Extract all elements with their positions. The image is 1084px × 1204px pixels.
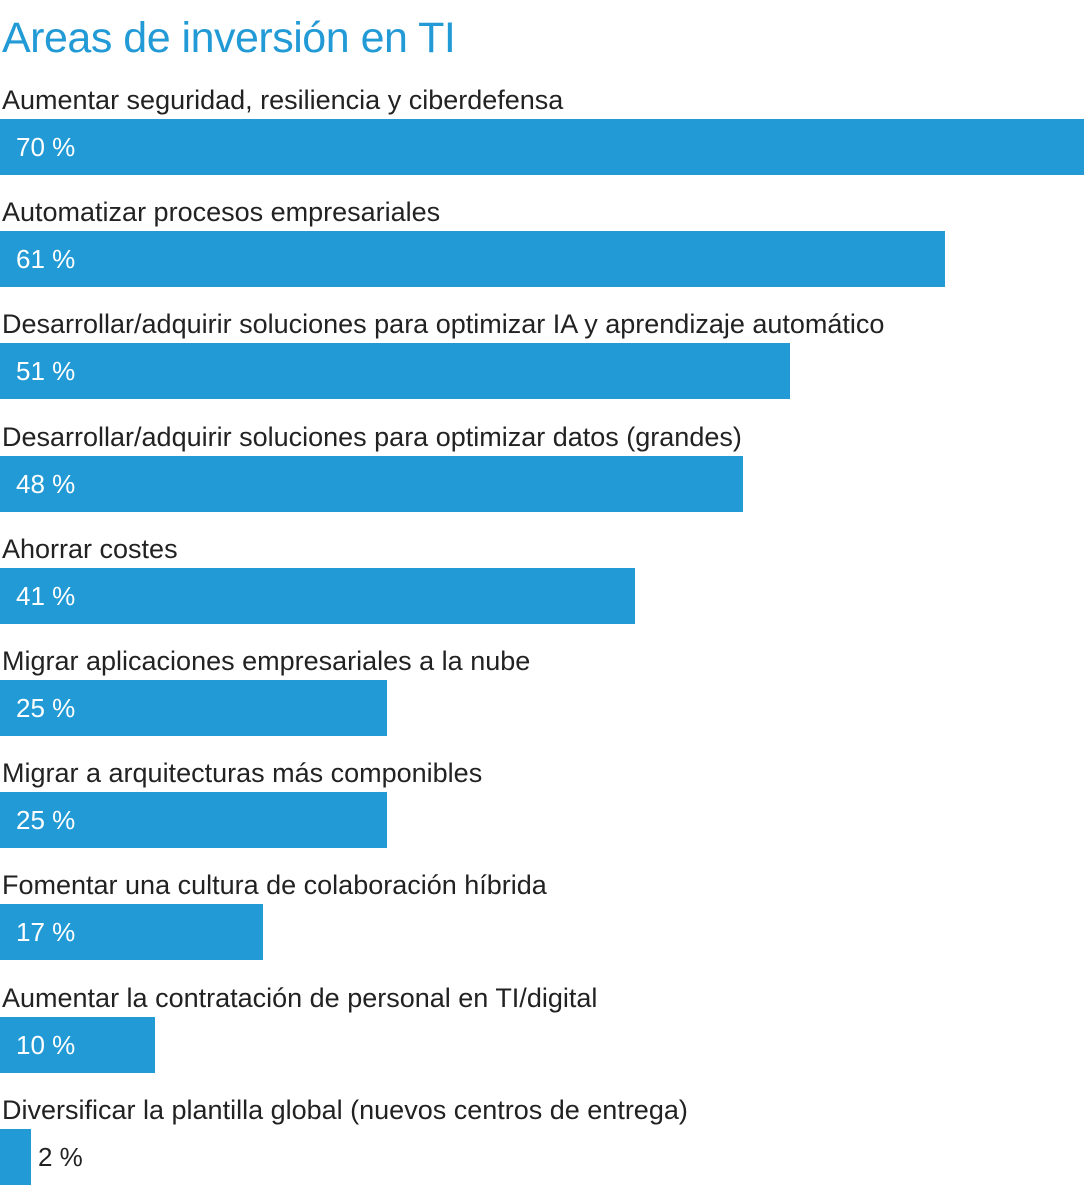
bar: [0, 343, 790, 400]
bar-row: Migrar aplicaciones empresariales a la n…: [0, 643, 1084, 755]
category-label: Desarrollar/adquirir soluciones para opt…: [2, 421, 742, 452]
bar: [0, 792, 387, 849]
bar: [0, 904, 263, 961]
bar: [0, 1016, 155, 1073]
bar-row: Migrar a arquitecturas más componibles 25…: [0, 755, 1084, 867]
bar-row: Ahorrar costes 41 %: [0, 531, 1084, 643]
bar: [0, 119, 1084, 175]
data-label: 2 %: [38, 1141, 83, 1172]
data-label: 25 %: [16, 805, 76, 836]
bar: [0, 455, 743, 512]
category-label: Aumentar seguridad, resiliencia y ciberd…: [2, 85, 564, 115]
bar-row: Aumentar la contratación de personal en …: [0, 980, 1084, 1092]
bar-row: Desarrollar/adquirir soluciones para opt…: [0, 306, 1084, 418]
category-label: Ahorrar costes: [2, 533, 178, 564]
data-label: 51 %: [16, 356, 76, 387]
bar-row: Desarrollar/adquirir soluciones para opt…: [0, 419, 1084, 531]
category-label: Aumentar la contratación de personal en …: [2, 982, 598, 1013]
bar: [0, 567, 635, 624]
bar-row: Automatizar procesos empresariales 61 %: [0, 194, 1084, 306]
category-label: Diversificar la plantilla global (nuevos…: [2, 1094, 688, 1125]
data-label: 17 %: [16, 917, 76, 948]
category-label: Desarrollar/adquirir soluciones para opt…: [2, 309, 885, 340]
category-label: Fomentar una cultura de colaboración híb…: [2, 870, 547, 901]
data-label: 61 %: [16, 244, 76, 275]
category-label: Migrar a arquitecturas más componibles: [2, 758, 483, 789]
data-label: 10 %: [16, 1029, 76, 1060]
category-label: Migrar aplicaciones empresariales a la n…: [2, 646, 531, 676]
data-label: 70 %: [16, 132, 76, 162]
bar: [0, 231, 945, 288]
bar: [0, 680, 387, 736]
data-label: 25 %: [16, 693, 76, 723]
data-label: 41 %: [16, 580, 76, 611]
bar-row: Fomentar una cultura de colaboración híb…: [0, 867, 1084, 979]
bar-row: Aumentar seguridad, resiliencia y ciberd…: [0, 82, 1084, 194]
data-label: 48 %: [16, 468, 76, 499]
chart-title: Areas de inversión en TI: [2, 14, 456, 62]
bar: [0, 1128, 31, 1185]
bar-row: Diversificar la plantilla global (nuevos…: [0, 1092, 1084, 1204]
category-label: Automatizar procesos empresariales: [2, 197, 441, 228]
